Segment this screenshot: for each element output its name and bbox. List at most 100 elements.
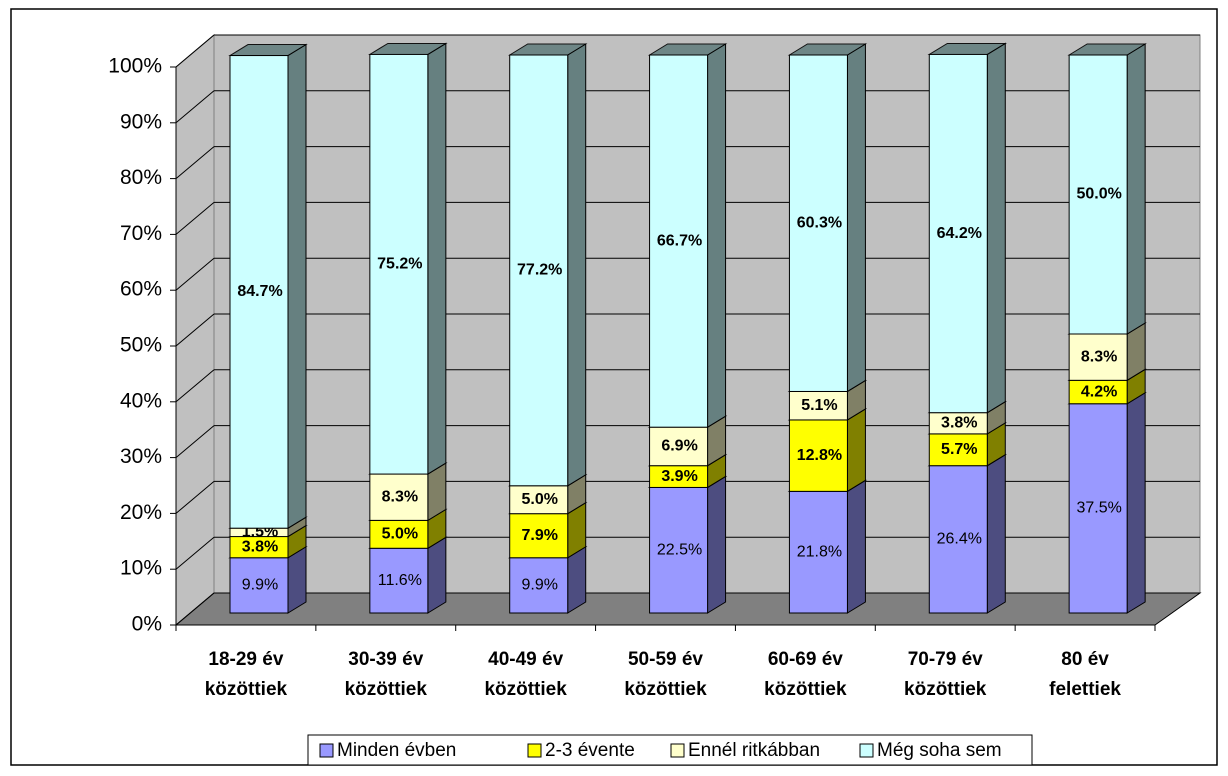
bar-side	[846, 43, 866, 393]
bar-side	[707, 43, 727, 429]
grid-line-side	[175, 257, 215, 291]
legend-label: Ennél ritkábban	[688, 740, 820, 761]
bar-side	[287, 545, 307, 614]
value-label: 5.1%	[801, 397, 837, 414]
bar	[509, 557, 569, 614]
y-tick-label: 20%	[120, 501, 162, 524]
y-tick-label: 10%	[120, 557, 162, 580]
value-label: 84.7%	[237, 283, 282, 300]
grid-line-side	[175, 146, 215, 179]
value-label: 9.9%	[521, 577, 557, 594]
bar-side	[567, 43, 587, 487]
value-label: 26.4%	[937, 531, 982, 548]
value-label: 11.6%	[378, 572, 422, 589]
legend-swatch	[527, 743, 542, 758]
x-tick-label: 40-49 év közöttiek	[484, 649, 567, 700]
value-label: 64.2%	[937, 225, 982, 242]
value-label: 3.8%	[242, 538, 278, 555]
y-tick-label: 60%	[120, 278, 162, 301]
bar	[509, 54, 569, 487]
x-tick-label: 70-79 év közöttiek	[904, 649, 987, 700]
bar	[928, 465, 988, 614]
bar-side	[567, 545, 587, 614]
bar	[649, 426, 709, 467]
value-label: 50.0%	[1076, 186, 1121, 203]
bar-side	[986, 453, 1006, 614]
value-label: 66.7%	[657, 232, 702, 249]
y-tick-label: 30%	[120, 445, 162, 468]
value-label: 8.3%	[382, 488, 418, 505]
grid-line-side	[175, 536, 215, 570]
value-label: 37.5%	[1076, 500, 1121, 517]
value-label: 21.8%	[797, 543, 842, 560]
bar-side	[287, 43, 307, 530]
bar-side	[427, 42, 447, 475]
legend-box	[307, 734, 1033, 766]
grid-line-side	[175, 34, 215, 68]
grid-line-side	[175, 313, 215, 347]
x-tick-label: 60-69 év közöttiek	[764, 649, 847, 700]
value-label: 8.3%	[1081, 348, 1117, 365]
value-label: 5.7%	[941, 441, 977, 458]
x-tick-label: 50-59 év közöttiek	[624, 649, 707, 700]
bar-side	[846, 408, 866, 493]
value-label: 77.2%	[517, 262, 562, 279]
bar	[1068, 333, 1128, 381]
value-label: 4.2%	[1081, 383, 1117, 400]
bar-side	[846, 479, 866, 614]
bar	[509, 485, 569, 515]
grid-line-side	[175, 592, 215, 626]
value-label: 3.9%	[661, 468, 697, 485]
bar-side	[427, 536, 447, 614]
legend-label: Még soha sem	[877, 740, 1002, 761]
grid-line-side	[175, 90, 215, 124]
y-tick-label: 0%	[132, 613, 162, 636]
y-tick-label: 90%	[120, 110, 162, 133]
bar	[369, 53, 429, 475]
x-tick-label: 80 év felettiek	[1049, 649, 1121, 700]
grid-line-side	[175, 425, 215, 458]
legend-label: 2-3 évente	[545, 740, 635, 761]
value-label: 5.0%	[382, 526, 418, 543]
bar	[229, 55, 289, 529]
bar	[369, 473, 429, 521]
value-label: 60.3%	[797, 214, 842, 231]
bar-side	[1126, 43, 1146, 335]
y-tick-label: 70%	[120, 222, 162, 245]
x-tick-label: 30-39 év közöttiek	[345, 649, 428, 700]
bar	[788, 54, 848, 392]
value-label: 9.9%	[242, 577, 278, 594]
bar	[928, 53, 988, 414]
value-label: 12.8%	[797, 447, 842, 464]
bar	[649, 486, 709, 614]
bar	[509, 513, 569, 559]
value-label: 6.9%	[661, 438, 697, 455]
bar	[649, 54, 709, 428]
value-label: 5.0%	[521, 491, 557, 508]
bar	[1068, 54, 1128, 335]
legend-swatch	[670, 743, 685, 758]
legend-swatch	[859, 743, 874, 758]
value-label: 22.5%	[657, 541, 702, 558]
x-tick-label: 18-29 év közöttiek	[205, 649, 288, 700]
bar	[1068, 403, 1128, 614]
bar	[369, 547, 429, 614]
y-tick-label: 40%	[120, 389, 162, 412]
bar-side	[707, 475, 727, 614]
bar-side	[986, 42, 1006, 414]
y-tick-label: 100%	[108, 55, 162, 78]
y-tick-label: 50%	[120, 334, 162, 357]
bar	[369, 519, 429, 549]
y-tick-label: 80%	[120, 166, 162, 189]
legend-swatch	[319, 743, 334, 758]
bar	[788, 390, 848, 421]
bar	[229, 557, 289, 614]
bar	[788, 419, 848, 492]
grid-line-side	[175, 202, 215, 235]
grid-line-side	[175, 369, 215, 403]
value-label: 7.9%	[521, 527, 557, 544]
grid-line-side	[175, 481, 215, 514]
value-label: 3.8%	[941, 414, 977, 431]
bar-side	[1126, 391, 1146, 614]
